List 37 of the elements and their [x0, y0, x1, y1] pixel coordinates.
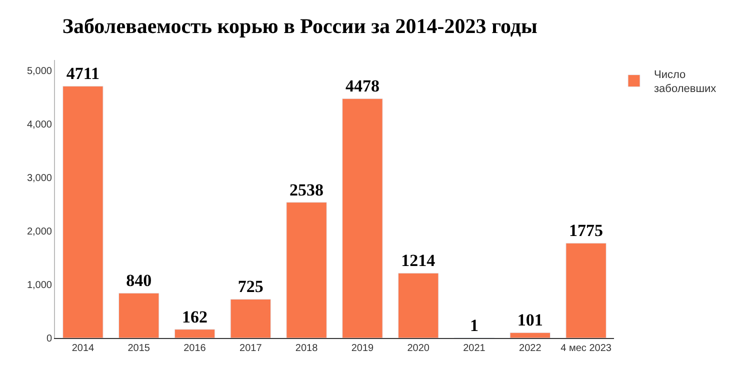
data-label: 725 [238, 277, 264, 296]
data-label: 1775 [569, 221, 604, 240]
data-label: 840 [126, 271, 152, 290]
y-tick-label: 1,000 [26, 280, 52, 292]
data-label: 2538 [290, 180, 324, 200]
bar [174, 329, 216, 338]
bar [566, 242, 606, 338]
data-label: 1214 [401, 251, 436, 270]
x-tick-label: 2019 [351, 343, 374, 354]
x-tick-label: 2022 [519, 343, 542, 354]
bar [118, 292, 160, 338]
bar [342, 98, 383, 338]
bar [398, 272, 439, 338]
bar [62, 86, 104, 338]
x-tick-label: 2016 [184, 343, 206, 354]
x-tick-label: 2017 [240, 343, 262, 354]
x-tick-label: 4 мес 2023 [560, 343, 612, 354]
bar [230, 298, 272, 338]
data-label: 4478 [345, 76, 380, 96]
data-label: 4711 [66, 64, 100, 84]
x-tick-label: 2020 [407, 343, 430, 354]
x-tick-label: 2018 [295, 343, 318, 354]
chart-title: Заболеваемость корью в России за 2014-2023 годы [62, 14, 538, 38]
data-label: 162 [182, 307, 208, 326]
x-tick-label: 2021 [463, 343, 486, 354]
data-label: 1 [470, 316, 478, 335]
y-tick-label: 0 [46, 334, 52, 344]
legend-label: Число заболевших [654, 68, 717, 96]
y-tick-label: 5,000 [26, 66, 52, 78]
x-tick-label: 2015 [128, 343, 150, 354]
y-tick-label: 3,000 [26, 173, 52, 184]
y-tick-label: 2,000 [26, 226, 52, 238]
bar [510, 332, 551, 338]
y-tick-label: 4,000 [26, 120, 52, 131]
data-label: 101 [517, 310, 543, 330]
x-tick-label: 2014 [72, 343, 95, 354]
bar [286, 202, 327, 338]
